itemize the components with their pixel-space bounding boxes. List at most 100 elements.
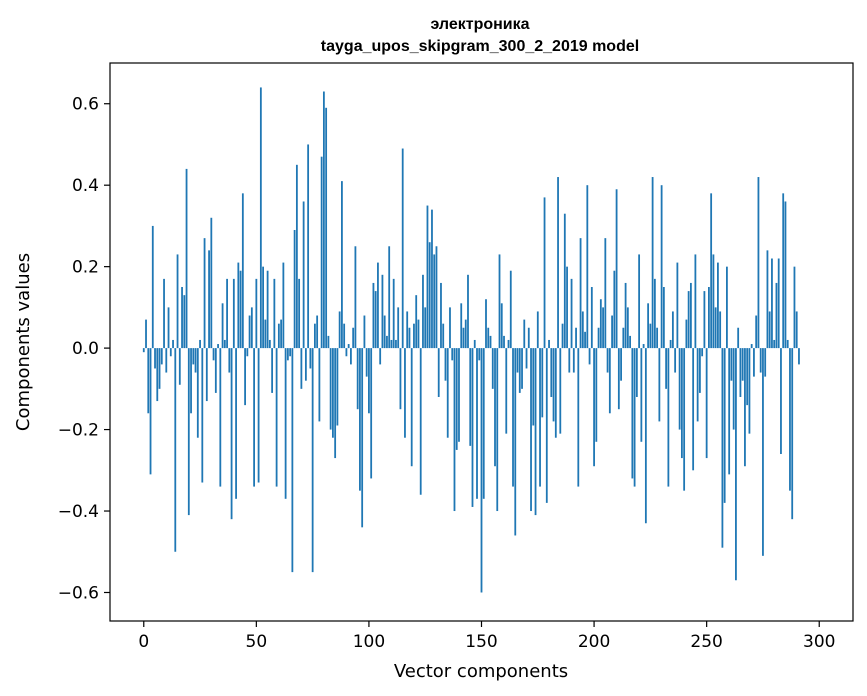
- bar-98: [363, 315, 366, 349]
- bar-11: [167, 307, 170, 349]
- bar-244: [692, 348, 695, 471]
- bar-70: [300, 348, 303, 389]
- bar-40: [232, 278, 235, 349]
- bar-19: [185, 168, 188, 349]
- x-tick-label: 100: [353, 632, 385, 652]
- bar-78: [318, 348, 321, 422]
- bar-282: [777, 258, 780, 349]
- bar-178: [543, 197, 546, 349]
- bar-16: [178, 348, 181, 385]
- y-tick-label: −0.2: [58, 421, 99, 441]
- bar-59: [275, 348, 278, 487]
- bar-238: [678, 348, 681, 430]
- bar-248: [701, 348, 704, 357]
- bar-273: [757, 177, 760, 349]
- bar-99: [365, 348, 368, 377]
- bar-117: [406, 311, 409, 349]
- bar-225: [649, 323, 652, 349]
- bar-170: [525, 348, 528, 369]
- bar-149: [478, 348, 481, 361]
- bar-132: [440, 282, 442, 349]
- bar-285: [784, 201, 787, 349]
- bar-204: [602, 307, 604, 349]
- bar-264: [737, 327, 740, 349]
- bar-215: [626, 307, 629, 349]
- bar-2: [147, 348, 150, 414]
- bar-209: [613, 270, 616, 349]
- bar-56: [268, 339, 271, 349]
- bar-134: [444, 348, 447, 381]
- bar-129: [433, 254, 436, 349]
- bar-87: [338, 311, 341, 349]
- bar-126: [426, 205, 429, 349]
- bar-106: [381, 274, 384, 349]
- bar-3: [149, 348, 152, 475]
- bar-284: [782, 193, 785, 349]
- x-tick-label: 150: [465, 632, 497, 652]
- x-axis: 0 50 100 150 200 250 300: [138, 621, 835, 652]
- bar-175: [536, 311, 539, 349]
- bar-288: [791, 348, 794, 520]
- bar-27: [203, 238, 206, 349]
- bar-66: [291, 348, 294, 573]
- bar-94: [354, 246, 357, 349]
- bar-177: [541, 348, 544, 418]
- bar-242: [687, 291, 690, 349]
- bar-199: [590, 287, 593, 349]
- bar-44: [241, 193, 244, 349]
- bar-191: [572, 348, 575, 373]
- bar-283: [780, 348, 782, 455]
- bar-110: [390, 339, 393, 349]
- bar-246: [696, 348, 699, 422]
- bar-172: [530, 348, 532, 512]
- bar-157: [496, 348, 499, 512]
- bar-220: [638, 254, 641, 349]
- bar-46: [246, 348, 249, 357]
- bar-38: [228, 348, 231, 373]
- bar-212: [620, 348, 622, 381]
- bar-75: [311, 348, 314, 573]
- bar-290: [795, 311, 798, 349]
- bar-39: [230, 348, 233, 520]
- bar-237: [676, 262, 679, 349]
- bar-287: [789, 348, 791, 491]
- bar-203: [599, 299, 602, 349]
- x-tick-label: 50: [246, 632, 268, 652]
- bar-208: [611, 315, 613, 349]
- bar-29: [208, 250, 210, 349]
- bar-200: [593, 348, 595, 467]
- bar-255: [717, 262, 719, 349]
- bar-42: [237, 262, 240, 349]
- bar-89: [343, 323, 346, 349]
- bar-13: [172, 339, 174, 349]
- chart-title: электроника: [430, 16, 529, 33]
- bar-144: [467, 274, 469, 349]
- bar-250: [705, 348, 708, 459]
- bar-55: [266, 270, 269, 349]
- bar-259: [726, 266, 728, 349]
- bar-239: [680, 348, 683, 459]
- bar-139: [455, 348, 458, 450]
- bar-26: [201, 348, 204, 483]
- bar-10: [165, 348, 168, 373]
- bar-135: [446, 348, 449, 438]
- bar-249: [703, 291, 706, 349]
- bar-37: [226, 278, 228, 349]
- bar-214: [624, 282, 627, 349]
- bar-137: [451, 348, 454, 361]
- bar-229: [658, 348, 661, 422]
- bar-97: [361, 348, 364, 528]
- bar-64: [286, 348, 289, 361]
- bar-159: [500, 303, 503, 349]
- bar-1: [145, 319, 147, 349]
- bar-133: [442, 323, 445, 349]
- bar-262: [732, 348, 735, 430]
- y-tick-label: 0.4: [72, 176, 99, 196]
- bar-33: [217, 344, 219, 349]
- bar-53: [262, 266, 264, 349]
- bar-14: [174, 348, 177, 552]
- bar-256: [719, 311, 722, 349]
- bar-211: [617, 348, 620, 410]
- bar-41: [235, 348, 237, 499]
- bar-17: [181, 287, 183, 349]
